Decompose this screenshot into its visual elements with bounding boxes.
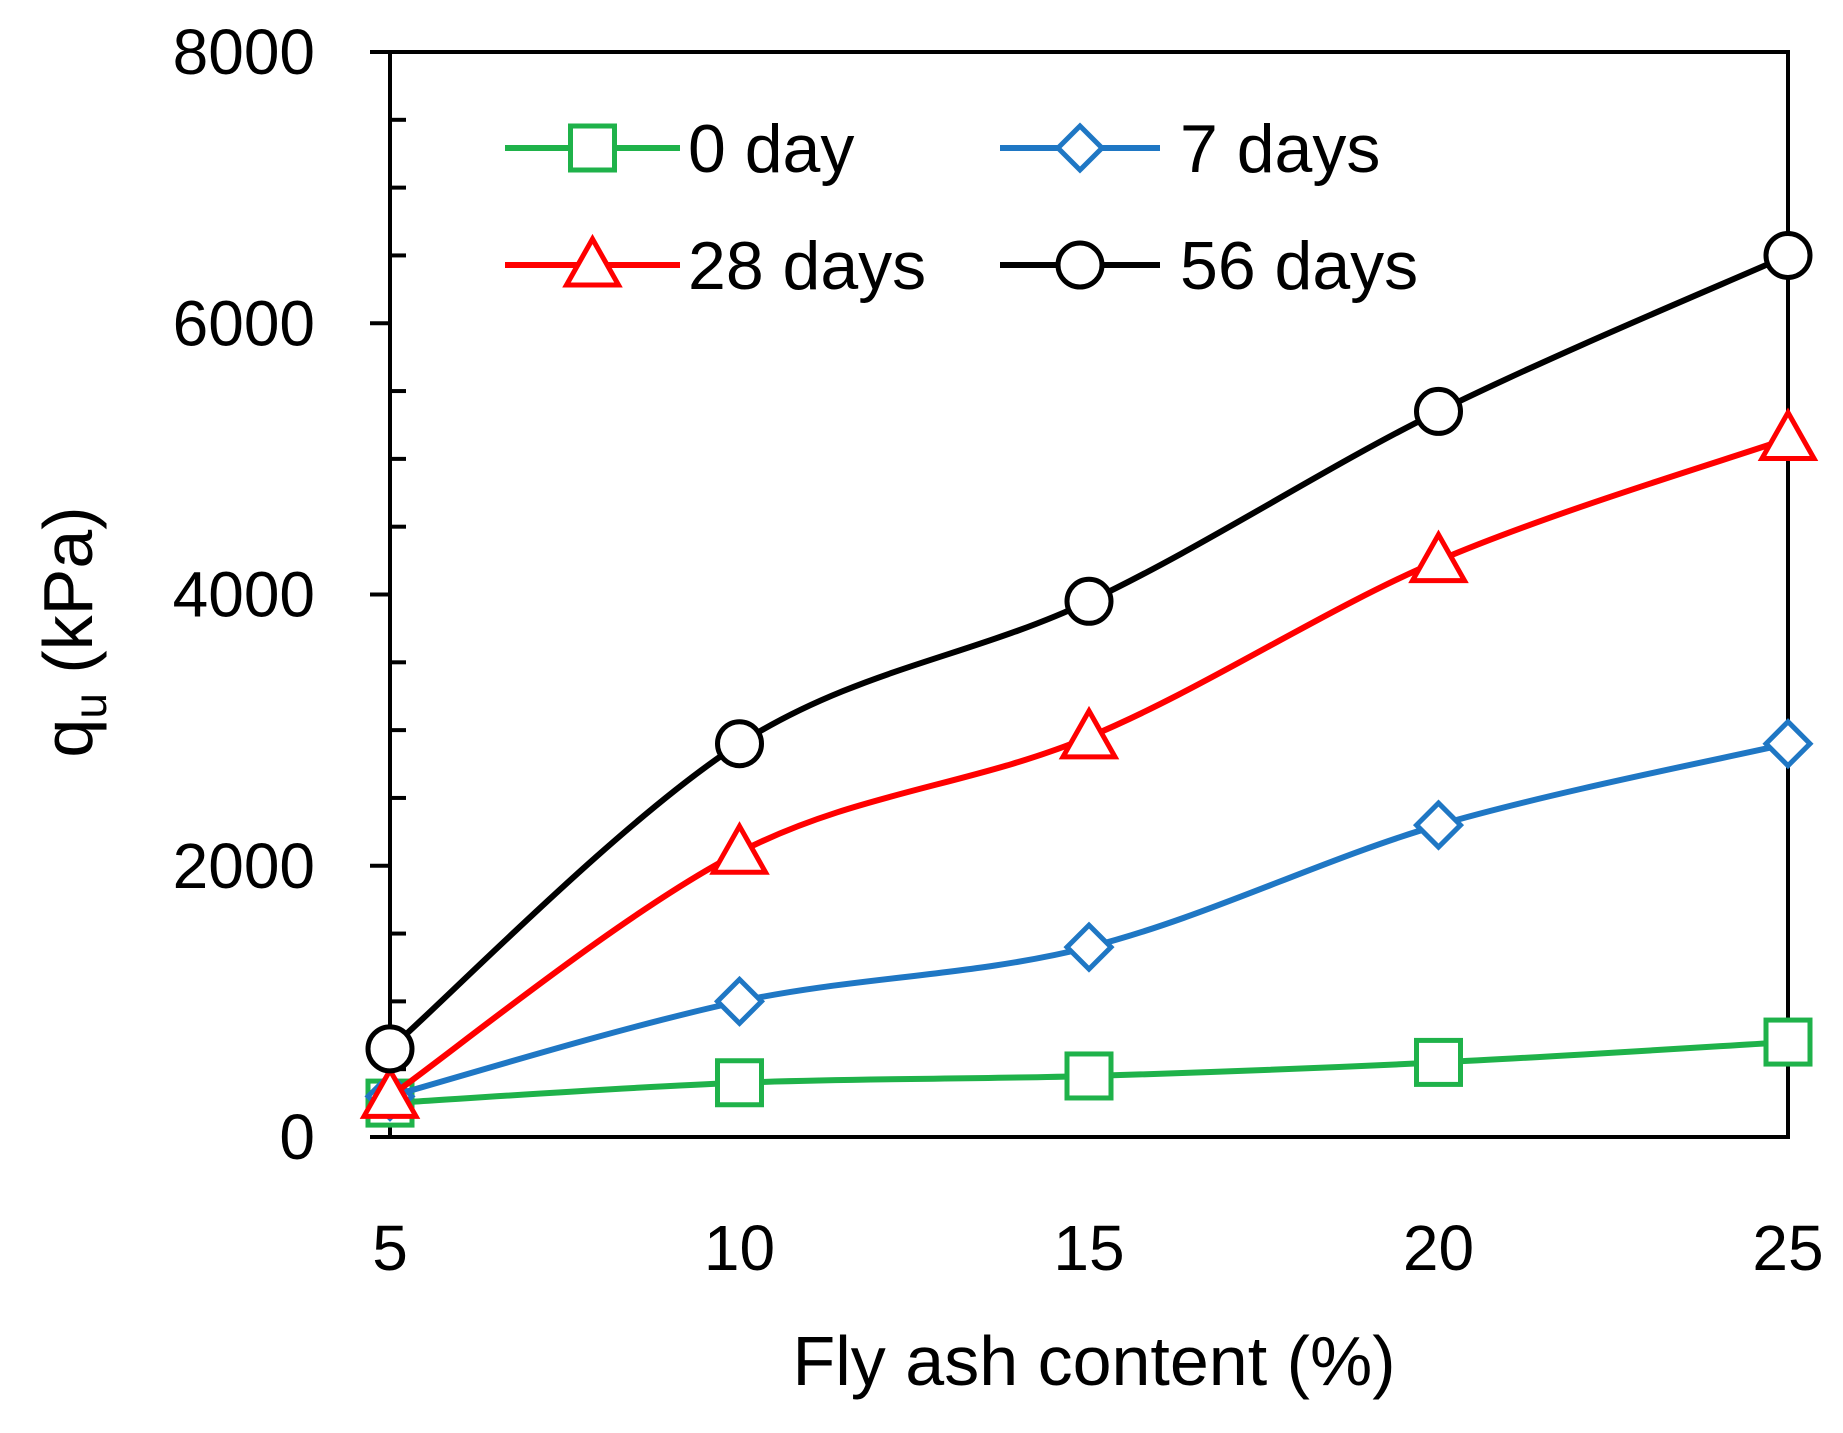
series-28-days: [359, 407, 1819, 1119]
data-point: [1763, 230, 1813, 280]
legend: 0 day 7 days 28 days 56 days: [505, 111, 1418, 304]
data-point: [1064, 576, 1114, 626]
y-tick-label: 6000: [173, 287, 315, 359]
legend-marker: [1055, 240, 1105, 290]
legend-label: 7 days: [1180, 111, 1380, 187]
legend-marker: [1054, 122, 1106, 174]
y-axis: 0 2000 4000 6000 8000: [173, 16, 406, 1173]
legend-label: 28 days: [688, 228, 926, 304]
x-tick-label: 5: [372, 1212, 408, 1284]
data-point: [1063, 921, 1115, 973]
legend-item: 0 day: [505, 111, 854, 187]
legend-label: 56 days: [1180, 228, 1418, 304]
data-point: [1412, 799, 1465, 851]
y-tick-label: 2000: [173, 830, 315, 902]
data-point: [713, 975, 766, 1027]
data-point: [1414, 386, 1463, 436]
series-56-days: [365, 230, 1813, 1074]
data-point: [1414, 1037, 1463, 1087]
legend-marker: [562, 233, 623, 288]
legend-marker: [568, 123, 617, 173]
y-axis-title-unit: (kPa): [29, 506, 107, 693]
data-point: [1762, 718, 1814, 770]
y-tick-label: 4000: [173, 559, 315, 631]
data-point: [1763, 1017, 1813, 1067]
x-tick-label: 25: [1752, 1212, 1823, 1284]
data-point: [365, 1024, 415, 1074]
data-point: [715, 719, 764, 769]
data-point: [1064, 1051, 1114, 1101]
y-axis-title-main: q: [29, 719, 107, 758]
legend-item: 56 days: [1000, 228, 1418, 304]
data-point: [359, 1065, 421, 1119]
data-point: [1757, 407, 1819, 462]
x-tick-label: 15: [1053, 1212, 1124, 1284]
legend-item: 7 days: [1000, 111, 1380, 187]
x-tick-label: 20: [1403, 1212, 1474, 1284]
y-tick-label: 0: [279, 1101, 315, 1173]
data-point: [1408, 529, 1469, 584]
y-axis-title-subscript: u: [64, 693, 116, 719]
y-tick-label: 8000: [173, 16, 315, 88]
data-point: [709, 821, 770, 875]
x-axis: 5 10 15 20 25: [372, 1212, 1823, 1284]
legend-item: 28 days: [505, 228, 926, 304]
data-point: [1058, 705, 1120, 760]
data-point: [715, 1058, 764, 1108]
series-layer: [359, 230, 1819, 1128]
x-tick-label: 10: [704, 1212, 775, 1284]
legend-label: 0 day: [688, 111, 854, 187]
x-axis-title: Fly ash content (%): [793, 1322, 1396, 1400]
y-axis-title: qu (kPa): [29, 506, 116, 757]
